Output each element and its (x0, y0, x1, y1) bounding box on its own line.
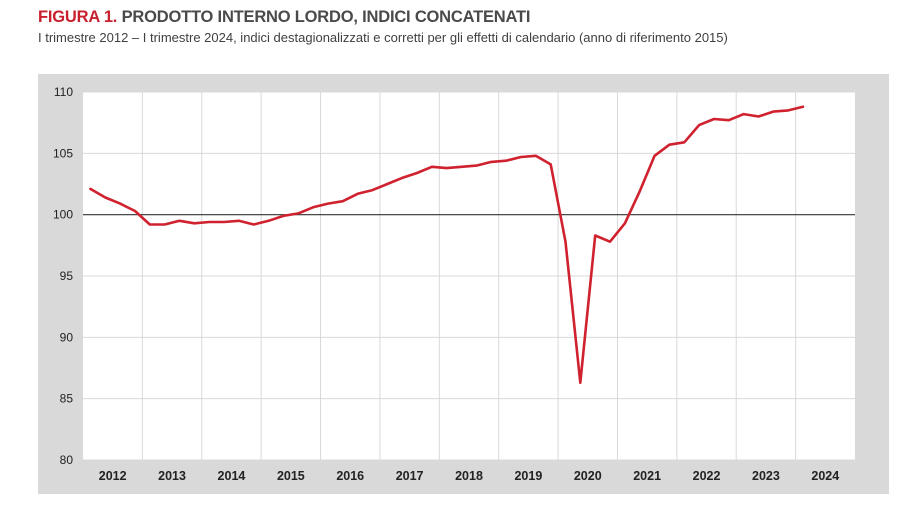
x-tick-label: 2019 (514, 469, 542, 483)
figure-title: FIGURA 1. PRODOTTO INTERNO LORDO, INDICI… (38, 8, 898, 27)
y-gridlines (83, 91, 855, 461)
x-tick-label: 2020 (574, 469, 602, 483)
x-tick-label: 2012 (99, 469, 127, 483)
y-tick-label: 85 (60, 392, 74, 406)
x-tick-label: 2018 (455, 469, 483, 483)
y-tick-label: 110 (54, 85, 73, 99)
x-axis-tick-labels: 2012 2013 2014 2015 2016 2017 2018 2019 2020 2021… (99, 469, 839, 483)
x-tick-label: 2021 (633, 469, 661, 483)
x-tick-label: 2016 (336, 469, 364, 483)
figure-subtitle: I trimestre 2012 – I trimestre 2024, ind… (38, 30, 728, 45)
x-tick-label: 2024 (811, 469, 839, 483)
series-group (89, 105, 805, 385)
y-tick-label: 90 (60, 330, 74, 344)
y-tick-label: 105 (53, 146, 73, 160)
x-tick-label: 2022 (693, 469, 721, 483)
figure-header: FIGURA 1. PRODOTTO INTERNO LORDO, INDICI… (38, 8, 898, 45)
chart-panel: 80 85 90 95 100 105 110 2012 2013 2014 2015 2016 20… (38, 74, 889, 494)
y-axis-tick-labels: 80 85 90 95 100 105 110 (53, 85, 73, 467)
x-tick-label: 2014 (218, 469, 246, 483)
figure-title-text: PRODOTTO INTERNO LORDO, INDICI CONCATENA… (121, 8, 531, 26)
x-tick-label: 2013 (158, 469, 186, 483)
figure-label: FIGURA 1. (38, 8, 118, 26)
y-tick-label: 95 (60, 269, 74, 283)
y-tick-label: 80 (60, 453, 74, 467)
x-tick-label: 2015 (277, 469, 305, 483)
x-gridlines (141, 92, 797, 460)
y-tick-label: 100 (53, 208, 73, 222)
x-tick-label: 2017 (396, 469, 424, 483)
x-tick-label: 2023 (752, 469, 780, 483)
